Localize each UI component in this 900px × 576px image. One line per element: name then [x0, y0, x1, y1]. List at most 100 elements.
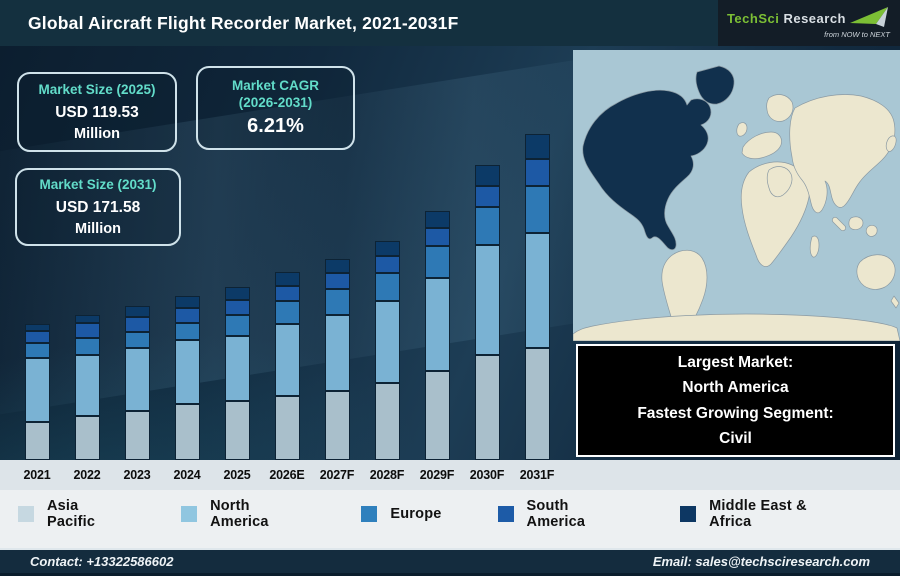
stacked-bar-2022 [74, 315, 100, 460]
bar-segment-south-america [274, 286, 300, 301]
stacked-bar-2028f [374, 241, 400, 460]
bar-segment-south-america [424, 228, 450, 246]
bar-segment-europe [424, 246, 450, 278]
stacked-bar-2029f [424, 211, 450, 460]
footer-email: Email: sales@techsciresearch.com [652, 554, 870, 569]
bar-segment-asia-pacific [124, 411, 150, 460]
bar-segment-north-america [374, 301, 400, 383]
bar-segment-middle-east-africa [224, 287, 250, 300]
year-column-2024: 2024 [162, 46, 212, 490]
stacked-bar-2031f [524, 134, 550, 460]
bar-segment-north-america [274, 324, 300, 396]
callout-subtitle: (2026-2031) [238, 94, 313, 110]
bar-segment-north-america [24, 358, 50, 422]
legend-item-south-america: South America [497, 498, 625, 530]
bar-segment-asia-pacific [474, 355, 500, 460]
map-antarctica [572, 313, 900, 342]
callout-value: USD 171.58 [55, 198, 141, 216]
callout-market-size-2031: Market Size (2031) USD 171.58 Million [15, 168, 181, 246]
bar-segment-europe [224, 315, 250, 336]
legend-item-europe: Europe [361, 506, 441, 522]
legend-swatch-south-america [497, 506, 514, 522]
year-column-2031f: 2031F [512, 46, 562, 490]
callout-unit: Million [75, 220, 121, 237]
bar-segment-middle-east-africa [374, 241, 400, 256]
logo-wordmark: TechSci Research [726, 10, 846, 26]
bar-segment-europe [474, 207, 500, 245]
bar-segment-south-america [324, 273, 350, 289]
x-axis-label: 2026E [269, 468, 305, 482]
map-british-isles [736, 122, 748, 137]
bar-segment-north-america [174, 340, 200, 404]
bar-segment-asia-pacific [424, 371, 450, 460]
page-title: Global Aircraft Flight Recorder Market, … [28, 12, 459, 33]
legend-item-middle-east-africa: Middle East & Africa [680, 498, 844, 530]
map-asia [789, 94, 896, 214]
bar-segment-south-america [224, 300, 250, 315]
bar-segment-europe [124, 332, 150, 348]
bar-segment-south-america [24, 331, 50, 343]
bar-segment-south-america [474, 186, 500, 207]
legend-label: Middle East & Africa [709, 498, 807, 530]
stacked-bar-2030f [474, 165, 500, 460]
x-axis-label: 2029F [419, 468, 455, 482]
stacked-bar-2025 [224, 287, 250, 460]
x-axis-label: 2024 [173, 468, 201, 482]
logo-tagline: from NOW to NEXT [824, 30, 890, 39]
bar-segment-south-america [524, 159, 550, 186]
x-axis-label: 2025 [223, 468, 251, 482]
bar-segment-north-america [124, 348, 150, 411]
year-column-2021: 2021 [12, 46, 62, 490]
year-column-2029f: 2029F [412, 46, 462, 490]
legend-swatch-middle-east-africa [680, 506, 697, 522]
bar-segment-north-america [524, 233, 550, 348]
map-new-zealand [890, 295, 900, 309]
x-axis-label: 2030F [469, 468, 505, 482]
stacked-bar-2027f [324, 259, 350, 460]
header-bar: Global Aircraft Flight Recorder Market, … [0, 0, 900, 46]
legend-item-north-america: North America [181, 498, 305, 530]
bar-segment-asia-pacific [24, 422, 50, 460]
logo-arrow-icon [850, 7, 888, 27]
main-canvas: Market Size (2025) USD 119.53 Million Ma… [0, 46, 900, 490]
year-column-2027f: 2027F [312, 46, 362, 490]
bar-segment-middle-east-africa [274, 272, 300, 286]
bar-segment-europe [74, 338, 100, 355]
bar-segment-north-america [474, 245, 500, 355]
bar-segment-europe [324, 289, 350, 315]
techsci-logo: TechSci Research from NOW to NEXT [718, 0, 900, 46]
map-new-guinea [865, 225, 878, 237]
bar-segment-middle-east-africa [74, 315, 100, 323]
bar-segment-asia-pacific [274, 396, 300, 460]
stacked-bar-2021 [24, 324, 50, 460]
x-axis-label: 2027F [319, 468, 355, 482]
bar-segment-europe [374, 273, 400, 301]
bar-segment-asia-pacific [324, 391, 350, 460]
market-highlights-text: Largest Market: North America Fastest Grow… [637, 354, 834, 447]
footer-contact: Contact: +13322586602 [30, 554, 174, 569]
x-axis-strip [0, 460, 900, 490]
bar-segment-europe [174, 323, 200, 340]
bar-segment-middle-east-africa [424, 211, 450, 228]
map-sumatra [832, 217, 846, 231]
bar-segment-south-america [174, 308, 200, 323]
bar-segment-middle-east-africa [474, 165, 500, 186]
legend-label: Asia Pacific [47, 498, 96, 530]
year-column-2025: 2025 [212, 46, 262, 490]
bar-segment-south-america [374, 256, 400, 273]
x-axis-label: 2022 [73, 468, 101, 482]
world-map [572, 50, 900, 342]
year-column-2028f: 2028F [362, 46, 412, 490]
bar-segment-north-america [74, 355, 100, 416]
chart-columns: 2021 2022 2023 2024 2025 2026E 2027F 2028F 2029F… [12, 46, 562, 490]
bar-segment-asia-pacific [374, 383, 400, 460]
map-borneo [848, 216, 864, 230]
bar-segment-north-america [424, 278, 450, 371]
callout-value: 6.21% [247, 115, 304, 138]
x-axis-label: 2031F [519, 468, 555, 482]
bar-segment-north-america [324, 315, 350, 391]
legend-label: Europe [390, 506, 442, 522]
bar-segment-asia-pacific [224, 401, 250, 460]
legend-item-asia-pacific: Asia Pacific [18, 498, 125, 530]
